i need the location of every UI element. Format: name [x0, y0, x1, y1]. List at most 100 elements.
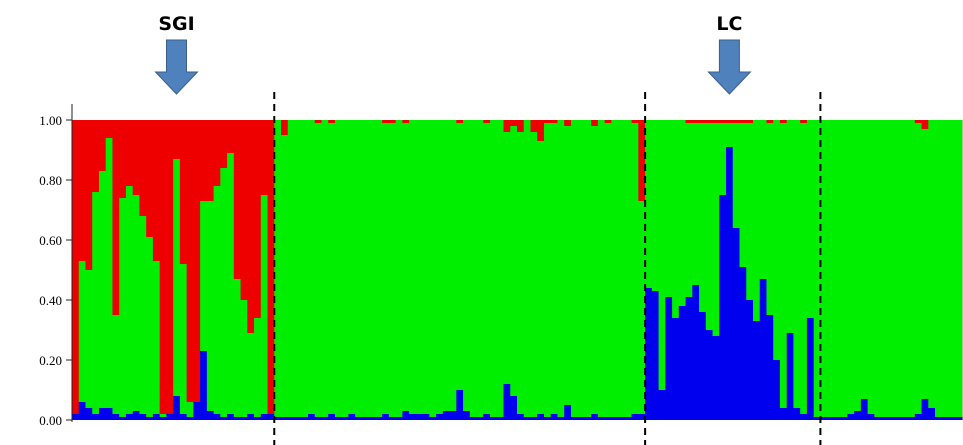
- bar-segment-green: [726, 123, 733, 147]
- bar-segment-green: [888, 120, 895, 417]
- bar-segment-blue: [470, 417, 477, 420]
- bar-segment-green: [766, 123, 773, 315]
- bar-segment-red: [72, 120, 79, 414]
- bar-segment-blue: [315, 417, 322, 420]
- bar-segment-blue: [389, 417, 396, 420]
- bar-segment-green: [504, 132, 511, 384]
- bar-segment-blue: [861, 399, 868, 420]
- bar-segment-green: [200, 201, 207, 351]
- bar-segment-red: [780, 120, 787, 123]
- bar-segment-red: [173, 120, 180, 159]
- bar-segment-green: [456, 123, 463, 390]
- bar-segment-green: [713, 123, 720, 336]
- bar-segment-red: [530, 120, 537, 132]
- bar-segment-green: [106, 138, 113, 408]
- bar-segment-green: [847, 120, 854, 414]
- bar-segment-green: [645, 120, 652, 288]
- bar-segment-red: [517, 120, 524, 132]
- bar-segment-green: [436, 120, 443, 414]
- bar-segment-green: [146, 237, 153, 417]
- bar-segment-blue: [787, 333, 794, 420]
- bar-segment-blue: [146, 417, 153, 420]
- bar-segment-blue: [699, 312, 706, 420]
- bar-segment-green: [288, 120, 295, 417]
- bar-segment-green: [719, 123, 726, 195]
- bar-segment-red: [99, 120, 106, 171]
- bar-segment-blue: [530, 417, 537, 420]
- bar-segment-red: [315, 120, 322, 123]
- bar-segment-red: [800, 120, 807, 123]
- bar-segment-green: [416, 120, 423, 414]
- bar-segment-blue: [665, 297, 672, 420]
- bar-segment-green: [402, 123, 409, 411]
- bar-segment-red: [483, 120, 490, 123]
- bar-segment-red: [551, 120, 558, 123]
- bar-segment-green: [827, 120, 834, 417]
- bar-segment-green: [773, 120, 780, 360]
- bar-segment-green: [308, 120, 315, 414]
- bar-segment-blue: [160, 417, 167, 420]
- bar-segment-red: [241, 120, 248, 300]
- bar-segment-green: [85, 270, 92, 408]
- bar-segment-blue: [537, 414, 544, 420]
- bar-segment-blue: [409, 414, 416, 420]
- bar-segment-green: [841, 120, 848, 417]
- bar-segment-blue: [220, 417, 227, 420]
- bar-segment-red: [402, 120, 409, 123]
- bar-segment-blue: [477, 417, 484, 420]
- y-tick-label: 0.20: [39, 353, 62, 368]
- bar-segment-blue: [854, 411, 861, 420]
- bar-segment-blue: [396, 417, 403, 420]
- bar-segment-green: [692, 123, 699, 285]
- bar-segment-blue: [544, 417, 551, 420]
- bar-segment-green: [79, 261, 86, 402]
- bar-segment-blue: [450, 411, 457, 420]
- bar-segment-green: [611, 120, 618, 417]
- bar-segment-blue: [571, 417, 578, 420]
- bar-segment-red: [166, 120, 173, 414]
- bar-segment-red: [214, 120, 221, 186]
- bar-segment-green: [571, 120, 578, 417]
- bar-segment-blue: [524, 417, 531, 420]
- bar-segment-blue: [591, 414, 598, 420]
- bar-segment-blue: [321, 417, 328, 420]
- bar-segment-blue: [180, 414, 187, 420]
- bar-segment-red: [79, 120, 86, 261]
- bar-segment-green: [126, 186, 133, 414]
- bar-segment-blue: [753, 321, 760, 420]
- bar-segment-red: [733, 120, 740, 123]
- bar-segment-blue: [119, 417, 126, 420]
- bar-segment-green: [450, 120, 457, 411]
- bar-segment-green: [321, 120, 328, 417]
- bar-segment-red: [915, 120, 922, 123]
- bar-segment-green: [207, 201, 214, 411]
- bar-segment-blue: [834, 417, 841, 420]
- bar-segment-green: [348, 120, 355, 414]
- bar-segment-blue: [760, 279, 767, 420]
- bar-segment-green: [241, 300, 248, 417]
- bar-segment-red: [922, 120, 929, 129]
- bar-segment-blue: [436, 414, 443, 420]
- bar-segment-green: [274, 120, 281, 417]
- bar-segment-blue: [605, 417, 612, 420]
- bar-segment-green: [591, 126, 598, 414]
- bar-segment-blue: [106, 408, 113, 420]
- bar-segment-blue: [443, 411, 450, 420]
- bar-segment-blue: [780, 408, 787, 420]
- bar-segment-green: [922, 129, 929, 399]
- bar-segment-red: [180, 120, 187, 264]
- bar-segment-green: [760, 120, 767, 279]
- bar-segment-blue: [713, 336, 720, 420]
- bar-segment-red: [92, 120, 99, 192]
- bar-segment-green: [733, 123, 740, 228]
- bar-segment-red: [254, 120, 261, 318]
- bar-segment-blue: [584, 417, 591, 420]
- bar-segment-green: [153, 261, 160, 414]
- bar-segment-blue: [895, 417, 902, 420]
- bar-segment-red: [261, 120, 268, 195]
- bar-segment-green: [949, 120, 956, 417]
- bar-segment-blue: [766, 315, 773, 420]
- bar-segment-blue: [659, 390, 666, 420]
- bar-segment-green: [753, 120, 760, 321]
- bar-segment-green: [598, 120, 605, 417]
